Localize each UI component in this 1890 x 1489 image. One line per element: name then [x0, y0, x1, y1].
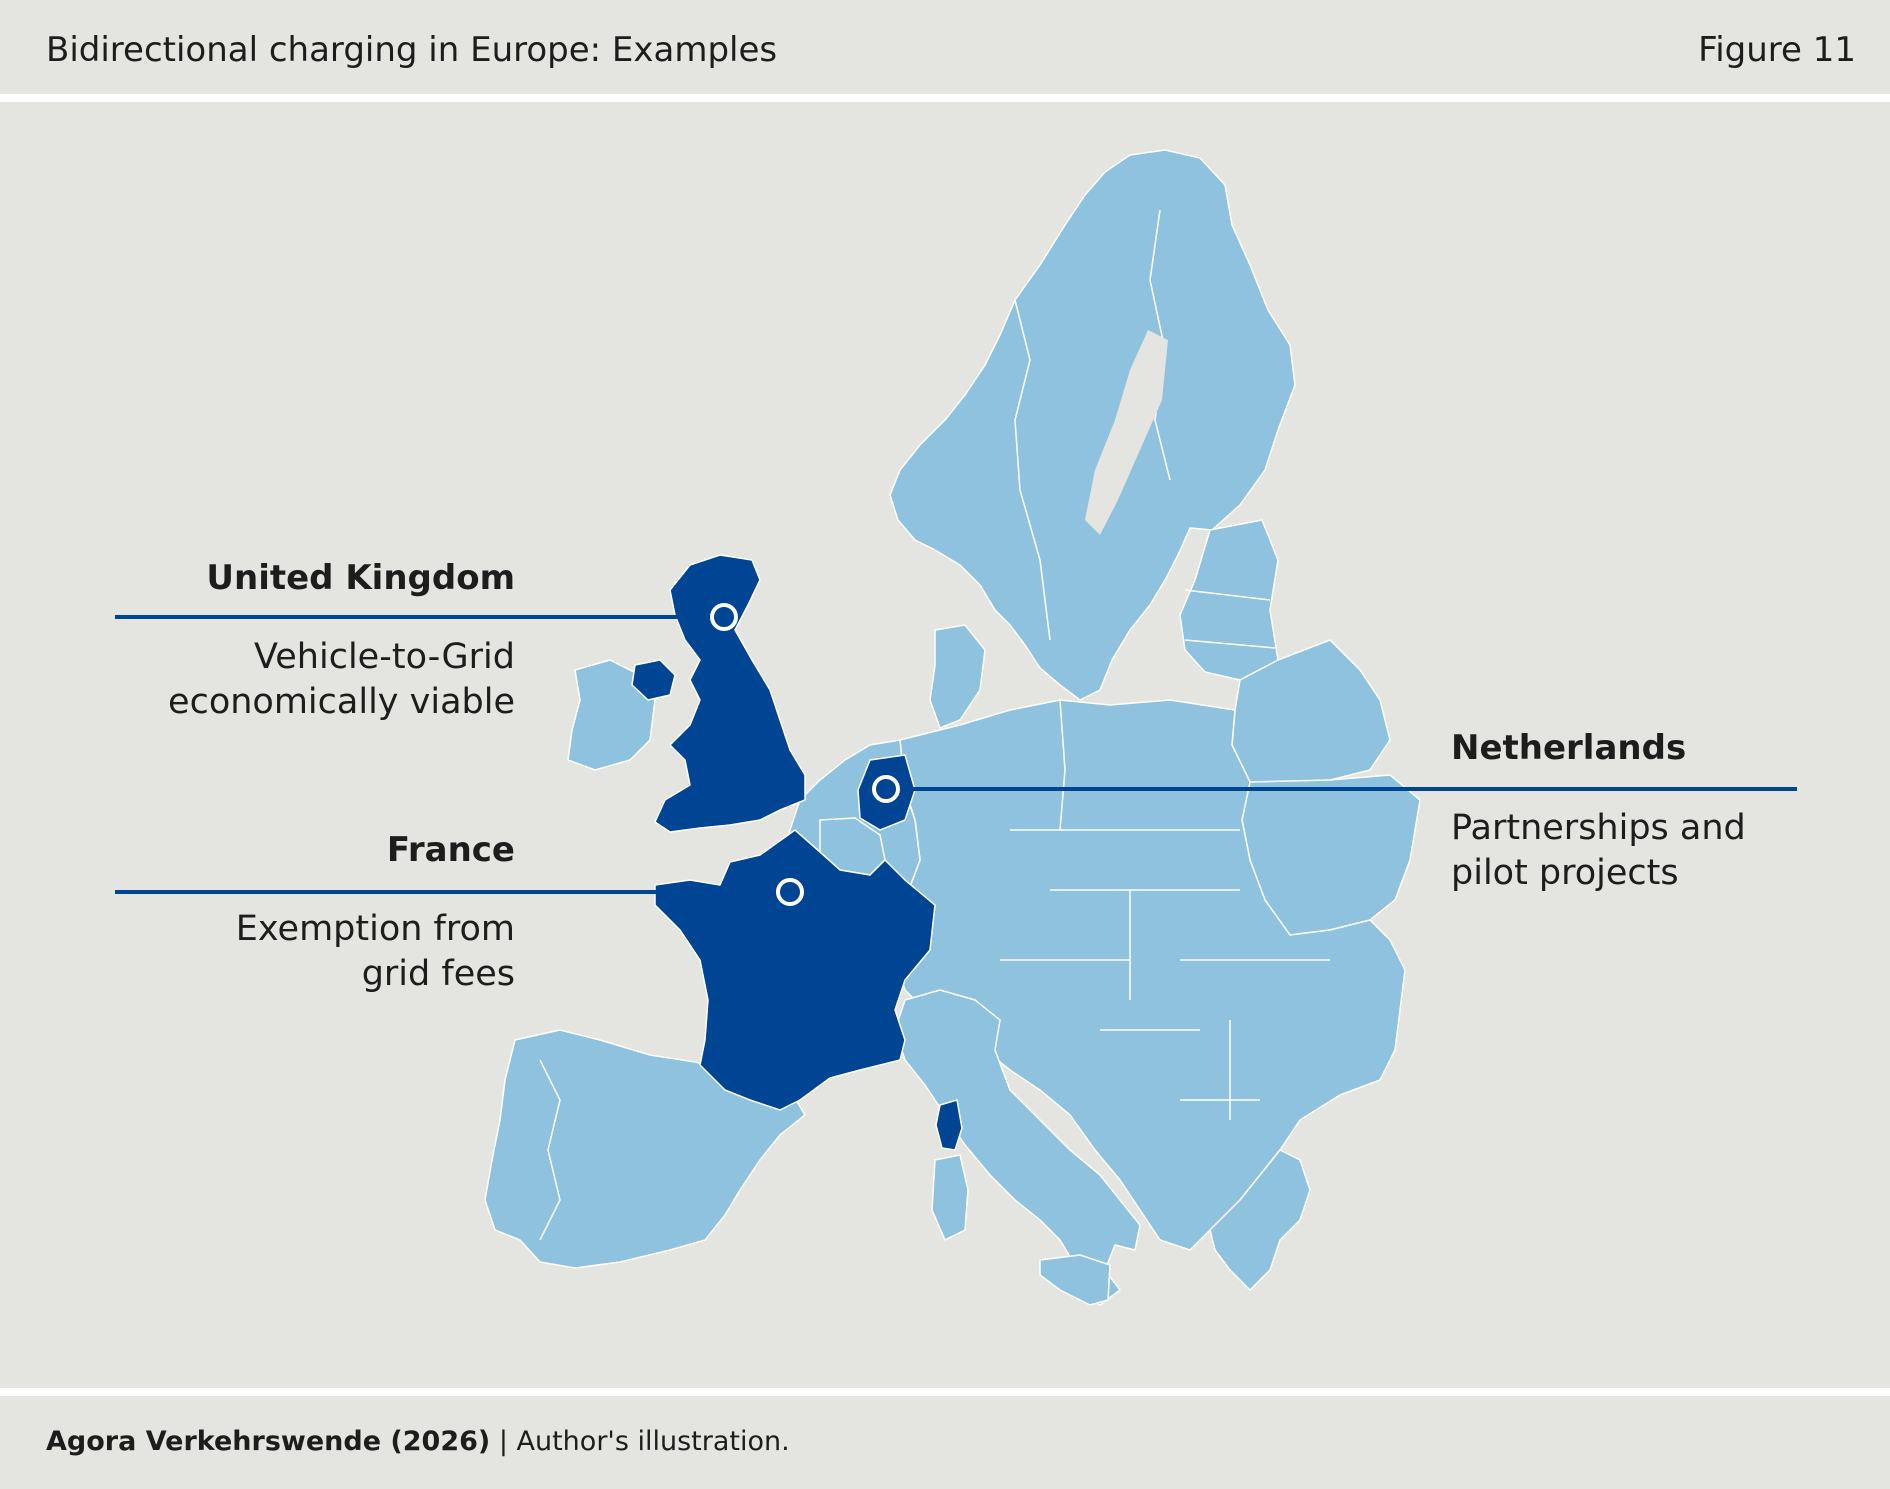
marker-france: [776, 878, 804, 906]
region-denmark: [929, 624, 986, 729]
footer: Agora Verkehrswende (2026) | Author's il…: [46, 1426, 790, 1457]
region-baltics: [1179, 519, 1279, 681]
header-divider: [0, 94, 1890, 102]
figure-number: Figure 11: [1698, 30, 1856, 70]
region-corsica: [935, 1099, 963, 1151]
region-ireland: [567, 659, 656, 771]
region-france: [654, 829, 936, 1111]
europe-map: [115, 149, 1797, 1306]
callout-uk-text: Vehicle-to-Grid economically viable: [168, 637, 515, 722]
marker-netherlands: [872, 775, 900, 803]
gulf-of-bothnia: [1085, 330, 1168, 535]
region-greece: [1209, 1149, 1311, 1291]
region-scandinavia: [889, 149, 1296, 701]
region-northern-ireland: [631, 659, 676, 701]
footer-divider: [0, 1388, 1890, 1396]
callout-france-text: Exemption from grid fees: [235, 909, 515, 994]
footer-note: Author's illustration.: [516, 1426, 790, 1457]
footer-separator: |: [490, 1426, 517, 1457]
region-sicily: [1039, 1254, 1111, 1306]
marker-uk: [710, 603, 738, 631]
source-credit: Agora Verkehrswende (2026): [46, 1426, 491, 1457]
region-sardinia: [931, 1154, 969, 1241]
region-united-kingdom: [654, 554, 806, 833]
callout-uk-title: United Kingdom: [206, 558, 515, 598]
callout-netherlands-text: Partnerships and pilot projects: [1451, 808, 1746, 893]
callout-france-title: France: [386, 830, 515, 870]
figure-title: Bidirectional charging in Europe: Exampl…: [46, 30, 778, 70]
callout-netherlands-title: Netherlands: [1451, 728, 1687, 768]
region-netherlands: [857, 754, 916, 831]
header: Bidirectional charging in Europe: Exampl…: [0, 0, 1890, 94]
